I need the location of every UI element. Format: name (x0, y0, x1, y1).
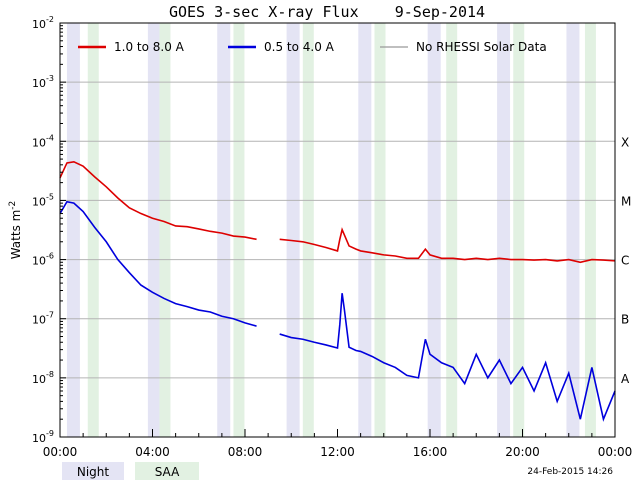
legend-label: 1.0 to 8.0 A (114, 40, 185, 54)
flare-class-label: B (621, 313, 629, 327)
night-band (147, 23, 161, 437)
flare-class-label: M (621, 194, 631, 208)
y-tick-base: 10 (32, 77, 46, 90)
saa-band (302, 23, 314, 437)
y-tick-label: 10-8 (32, 370, 54, 386)
y-tick-label: 10-5 (32, 192, 54, 208)
night-band (566, 23, 580, 437)
footer-date: 24-Feb-2015 14:26 (527, 467, 613, 477)
y-tick-label: 10-4 (32, 133, 54, 149)
y-axis-label-superscript: -2 (8, 201, 18, 210)
y-tick-exponent: -3 (46, 74, 54, 83)
x-tick-label: 00:00 (598, 445, 633, 459)
y-tick-label: 10-7 (32, 311, 54, 327)
y-tick-exponent: -2 (46, 15, 54, 24)
x-tick-label: 16:00 (413, 445, 448, 459)
saa-band (584, 23, 596, 437)
footer: Night SAA 24-Feb-2015 14:26 (62, 462, 613, 480)
saa-band (233, 23, 245, 437)
series-line-2 (59, 200, 257, 327)
night-band (358, 23, 372, 437)
night-band (286, 23, 300, 437)
saa-key-swatch (135, 462, 199, 480)
legend-label: 0.5 to 4.0 A (264, 40, 335, 54)
y-tick-base: 10 (32, 373, 46, 386)
y-axis-label-text: Watts m (9, 210, 23, 260)
saa-band (446, 23, 458, 437)
y-tick-base: 10 (32, 195, 46, 208)
grid-lines (60, 81, 615, 379)
y-tick-base: 10 (32, 18, 46, 31)
y-tick-exponent: -7 (46, 311, 54, 320)
night-band (66, 23, 80, 437)
y-tick-label: 10-9 (32, 429, 54, 445)
legend: 1.0 to 8.0 A 0.5 to 4.0 A No RHESSI Solar … (78, 40, 547, 54)
series-line-1 (59, 160, 257, 241)
y-tick-exponent: -5 (46, 192, 54, 201)
saa-band (513, 23, 525, 437)
night-key-label: Night (77, 465, 110, 479)
y-tick-label: 10-6 (32, 252, 54, 268)
y-tick-label: 10-3 (32, 74, 54, 90)
saa-band (159, 23, 171, 437)
y-tick-exponent: -6 (46, 252, 54, 261)
legend-label: No RHESSI Solar Data (416, 40, 547, 54)
flare-class-label: C (621, 254, 629, 268)
series-line-1 (279, 227, 616, 264)
x-tick-label: 20:00 (505, 445, 540, 459)
chart-title: GOES 3-sec X-ray Flux 9-Sep-2014 (169, 3, 485, 21)
saa-key-label: SAA (155, 465, 180, 479)
axis-ticks: 10-910-810-710-610-510-410-310-200:00 04:… (32, 15, 632, 459)
y-tick-base: 10 (32, 136, 46, 149)
x-tick-label: 08:00 (228, 445, 263, 459)
y-tick-label: 10-2 (32, 15, 54, 31)
series-lines (59, 160, 616, 422)
night-key-swatch (62, 462, 124, 480)
x-tick-label: 12:00 (320, 445, 355, 459)
series-line-2 (279, 293, 616, 422)
x-tick-label: 00:00 (43, 445, 78, 459)
night-band (497, 23, 511, 437)
night-band (217, 23, 231, 437)
night-band (427, 23, 441, 437)
y-tick-exponent: -9 (46, 429, 54, 438)
y-tick-base: 10 (32, 255, 46, 268)
plot-frame (59, 22, 616, 438)
y-axis-label: Watts m-2 (8, 201, 23, 260)
saa-band (87, 23, 99, 437)
saa-band (374, 23, 386, 437)
shading-bands (66, 23, 596, 437)
y-tick-exponent: -8 (46, 370, 54, 379)
flare-class-label: A (621, 372, 630, 386)
x-tick-label: 04:00 (135, 445, 170, 459)
y-tick-base: 10 (32, 314, 46, 327)
y-tick-base: 10 (32, 432, 46, 445)
y-tick-exponent: -4 (46, 133, 54, 142)
flare-class-label: X (621, 135, 629, 149)
